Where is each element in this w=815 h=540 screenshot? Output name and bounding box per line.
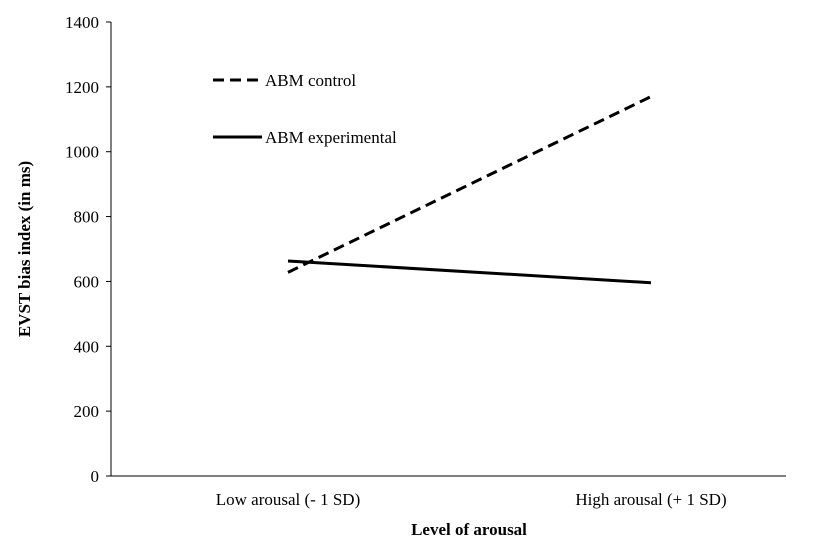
y-ticks: 0 200 400 600 800 1000 1200 1400 — [65, 13, 111, 486]
series-lines — [287, 95, 652, 285]
legend-label: ABM experimental — [265, 128, 397, 147]
y-tick-label: 200 — [74, 402, 100, 421]
y-tick-label: 1000 — [65, 143, 99, 162]
y-axis-title: EVST bias index (in ms) — [15, 161, 34, 337]
x-tick-label: Low arousal (- 1 SD) — [216, 490, 360, 509]
y-tick-label: 1400 — [65, 13, 99, 32]
series-line-abm-control — [287, 95, 652, 274]
y-tick-label: 1200 — [65, 78, 99, 97]
legend: ABM control ABM experimental — [213, 71, 397, 147]
y-tick-label: 0 — [91, 467, 100, 486]
x-axis-title: Level of arousal — [411, 520, 527, 539]
y-tick-label: 800 — [74, 208, 100, 227]
y-tick-label: 600 — [74, 272, 100, 291]
x-tick-label: High arousal (+ 1 SD) — [575, 490, 726, 509]
axes — [110, 22, 786, 477]
series-line-abm-experimental — [287, 259, 652, 285]
y-tick-label: 400 — [74, 337, 100, 356]
legend-label: ABM control — [265, 71, 356, 90]
x-ticks: Low arousal (- 1 SD) High arousal (+ 1 SD… — [216, 490, 727, 509]
